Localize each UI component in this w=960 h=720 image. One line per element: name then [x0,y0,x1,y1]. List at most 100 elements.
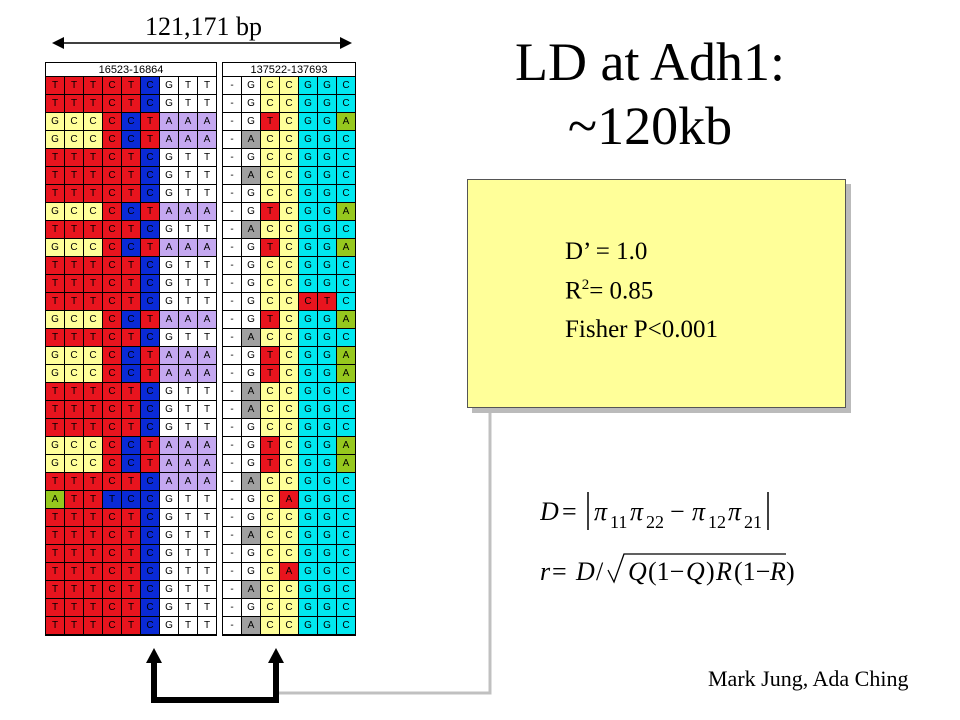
base-cell: T [122,527,140,544]
base-cell: - [223,383,241,400]
base-cell: C [280,185,298,202]
base-cell: T [65,509,83,526]
base-cell: C [141,401,159,418]
base-cell: - [223,545,241,562]
base-cell: T [65,77,83,94]
base-cell: G [318,365,336,382]
svg-text:−: − [670,497,685,526]
base-cell: G [46,311,64,328]
base-cell: C [141,95,159,112]
base-cell: T [261,239,279,256]
base-cell: T [46,185,64,202]
base-cell: C [337,329,355,346]
base-cell: C [280,365,298,382]
base-cell: C [261,563,279,580]
base-cell: C [261,257,279,274]
base-cell: T [65,293,83,310]
base-cell: T [65,275,83,292]
base-cell: C [141,545,159,562]
base-cell: A [160,437,178,454]
base-cell: C [103,437,121,454]
base-cell: C [280,437,298,454]
base-cell: C [103,563,121,580]
base-cell: C [84,239,102,256]
base-cell: T [84,581,102,598]
base-cell: - [223,311,241,328]
base-cell: C [280,239,298,256]
base-cell: - [223,221,241,238]
base-cell: T [198,545,216,562]
base-cell: T [46,473,64,490]
base-cell: C [280,545,298,562]
base-cell: T [65,473,83,490]
base-cell: - [223,257,241,274]
base-cell: G [242,311,260,328]
base-cell: T [46,329,64,346]
base-cell: - [223,347,241,364]
base-cell: T [46,95,64,112]
base-cell: T [179,221,197,238]
base-cell: - [223,185,241,202]
base-cell: C [261,95,279,112]
base-cell: C [103,365,121,382]
base-cell: T [65,491,83,508]
base-cell: C [141,419,159,436]
base-cell: - [223,365,241,382]
base-cell: C [280,527,298,544]
base-cell: C [103,455,121,472]
base-cell: C [141,77,159,94]
base-cell: T [179,563,197,580]
base-cell: T [179,185,197,202]
base-cell: G [299,455,317,472]
base-cell: G [318,527,336,544]
base-cell: G [299,617,317,634]
base-cell: G [299,599,317,616]
base-cell: G [299,239,317,256]
base-cell: G [318,131,336,148]
base-cell: T [198,509,216,526]
base-cell: C [280,509,298,526]
base-cell: T [46,545,64,562]
base-cell: T [122,509,140,526]
base-cell: T [198,257,216,274]
base-cell: G [46,365,64,382]
base-cell: C [280,275,298,292]
base-cell: - [223,275,241,292]
base-cell: C [261,581,279,598]
base-cell: G [299,203,317,220]
base-cell: C [103,221,121,238]
base-cell: C [122,347,140,364]
base-cell: T [122,617,140,634]
fisher-stat: Fisher P<0.001 [565,316,719,343]
base-cell: C [65,311,83,328]
base-cell: G [242,419,260,436]
svg-text:(1−: (1− [648,557,684,586]
base-cell: T [122,401,140,418]
base-cell: T [198,563,216,580]
base-cell: T [141,203,159,220]
base-cell: T [198,401,216,418]
base-cell: T [261,203,279,220]
base-cell: T [198,149,216,166]
base-cell: G [160,221,178,238]
base-cell: C [65,113,83,130]
base-cell: A [337,311,355,328]
base-cell: T [198,167,216,184]
base-cell: C [65,437,83,454]
base-cell: C [103,239,121,256]
base-cell: C [103,473,121,490]
base-cell: G [318,509,336,526]
base-cell: G [318,185,336,202]
base-cell: T [84,95,102,112]
base-cell: G [318,329,336,346]
base-cell: G [299,95,317,112]
base-cell: C [141,275,159,292]
credit-text: Mark Jung, Ada Ching [708,666,909,691]
base-cell: T [122,293,140,310]
base-cell: T [122,563,140,580]
base-cell: A [242,473,260,490]
base-cell: C [261,401,279,418]
base-cell: G [299,491,317,508]
base-cell: C [141,383,159,400]
base-cell: G [318,95,336,112]
